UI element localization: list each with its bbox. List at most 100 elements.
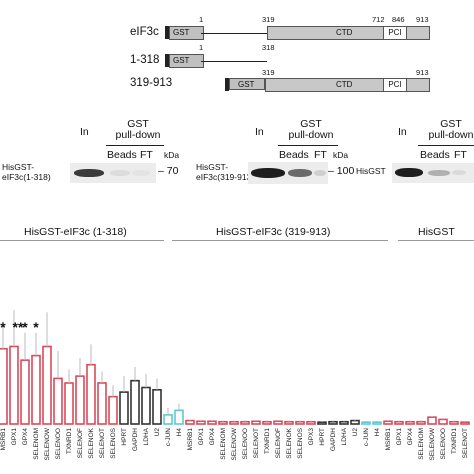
band-ft	[452, 170, 466, 175]
x-tick-label: GPX4	[22, 428, 29, 446]
bar	[86, 363, 96, 425]
group-underline-3	[398, 240, 474, 241]
bar	[262, 420, 272, 425]
bar-chart: * *** * MSRB1 GPX1 GPX4 SELENOM SELENOW SELENOO…	[0, 310, 470, 461]
bar	[130, 379, 140, 425]
band-beads	[288, 169, 312, 177]
group-title-1: HisGST-eIF3c (1-318)	[24, 226, 127, 238]
blot-membrane	[392, 163, 474, 183]
x-tick-label: SELENOK	[88, 427, 95, 458]
x-tick-label: TXNRD1	[66, 428, 73, 454]
x-tick-label: SELENOT	[253, 428, 260, 458]
x-tick-label: GPX1	[198, 428, 205, 446]
bar	[20, 359, 30, 425]
bar	[372, 421, 382, 425]
bar	[229, 420, 239, 425]
bar	[218, 420, 228, 425]
x-tick-label: SELENOS	[297, 427, 304, 458]
pulldown-underline	[278, 145, 338, 146]
pos-319b: 319	[262, 68, 275, 77]
x-tick-label: c-JUN	[165, 428, 172, 446]
bar	[339, 420, 349, 425]
blot-pulldown-label: GST pull-down	[288, 118, 334, 141]
blot-marker: – 70	[158, 165, 179, 177]
x-tick-label: HPRT	[121, 428, 128, 446]
band-beads	[110, 170, 130, 176]
pos-913: 913	[416, 15, 429, 24]
tag-block	[165, 54, 169, 67]
pos-318: 318	[262, 43, 275, 52]
x-tick-label: GAPDH	[132, 428, 139, 451]
x-tick-label: SELENOS	[110, 427, 117, 458]
blot-kda-label: kDa	[164, 150, 180, 160]
bar	[394, 420, 404, 425]
band-input	[251, 168, 285, 178]
pos-913b: 913	[416, 68, 429, 77]
x-tick-label: SELENOW	[429, 427, 436, 460]
bar	[240, 420, 250, 425]
x-tick-label: SELENOM	[418, 428, 425, 460]
blot-pulldown-label: GST pull-down	[428, 118, 474, 141]
bar	[273, 420, 283, 425]
pos-846: 846	[392, 15, 405, 24]
bar	[306, 420, 316, 425]
bar	[9, 345, 19, 425]
bar	[64, 382, 74, 425]
x-tick-label: LDHA	[143, 427, 150, 445]
blot-beads-label: Beads	[420, 149, 450, 161]
pos-712: 712	[372, 15, 385, 24]
blot-in-label: In	[80, 126, 89, 138]
x-tick-label: SELENOO	[55, 428, 62, 459]
band-input	[74, 169, 104, 177]
pos-1b: 1	[199, 43, 204, 52]
x-tick-label: H4	[374, 428, 381, 437]
group-underline-1	[0, 240, 164, 241]
bar	[207, 420, 217, 425]
significance-group: * *** *	[0, 319, 39, 335]
gst-domain: GST	[229, 78, 265, 90]
x-tick-label: MSRB1	[385, 428, 392, 451]
group-title-3: HisGST	[418, 226, 455, 238]
blot-ft-label: FT	[454, 149, 467, 161]
x-tick-label: c-JUN	[363, 428, 370, 446]
bar	[438, 418, 448, 425]
blot-membrane	[248, 162, 328, 184]
x-tick-label: SELENOO	[242, 428, 249, 459]
bar	[119, 391, 129, 425]
x-tick-label: SELENOM	[33, 428, 40, 460]
blot-beads-label: Beads	[107, 149, 137, 161]
error-bar-group	[2, 310, 466, 423]
bar	[405, 420, 415, 425]
bar	[141, 386, 151, 425]
blot-protein-label: HisGST- eIF3c(1-318)	[2, 162, 51, 182]
x-tick-label: LDHA	[341, 427, 348, 445]
pulldown-underline	[106, 145, 164, 146]
x-tick-label: H4	[176, 428, 183, 437]
pci-domain: PCI	[383, 79, 407, 91]
blot-protein-label: HisGST	[356, 166, 386, 176]
x-tick-label: SELENOM	[220, 428, 227, 460]
band-beads	[428, 170, 450, 176]
bar	[152, 389, 162, 425]
gst-domain: GST	[169, 26, 204, 40]
pulldown-underline	[418, 145, 474, 146]
x-tick-label: GPX1	[396, 428, 403, 446]
band-input	[395, 168, 423, 177]
linker-line	[201, 61, 267, 62]
x-tick-label: SELENOK	[286, 427, 293, 458]
bar	[416, 420, 426, 425]
significance-marker: *	[33, 319, 39, 335]
bar	[350, 419, 360, 425]
x-tick-label: MSRB1	[0, 428, 7, 451]
x-tick-label: HPRT	[319, 428, 326, 446]
ctd-domain: CTD PCI	[267, 26, 430, 40]
significance-marker: *	[22, 319, 28, 335]
bar	[361, 421, 371, 425]
blot-in-label: In	[255, 126, 264, 138]
group-underline-2	[172, 240, 388, 241]
x-tick-label: TXNRD1	[264, 428, 271, 454]
x-tick-label: U2	[154, 428, 161, 437]
blot-ft-label: FT	[314, 149, 327, 161]
blot-membrane	[70, 163, 156, 183]
x-tick-label: SELENOT	[99, 428, 106, 458]
